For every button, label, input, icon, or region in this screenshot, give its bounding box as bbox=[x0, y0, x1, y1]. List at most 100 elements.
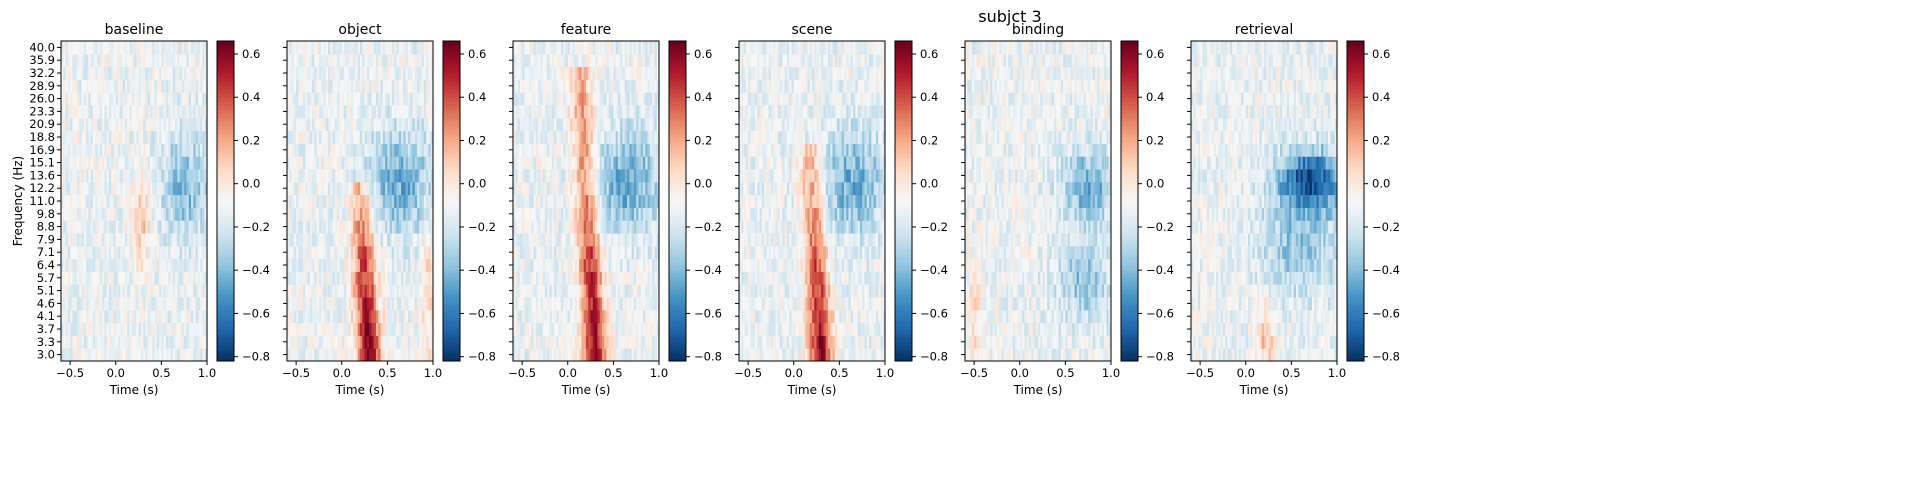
heatmap-cell bbox=[620, 143, 623, 157]
heatmap-cell bbox=[620, 169, 623, 183]
heatmap-cell bbox=[624, 297, 628, 311]
heatmap-cell bbox=[542, 117, 546, 132]
heatmap-cell bbox=[120, 245, 124, 260]
heatmap-cell bbox=[330, 130, 334, 144]
heatmap-cell bbox=[579, 322, 582, 336]
heatmap-cell bbox=[608, 130, 612, 144]
heatmap-cell bbox=[622, 169, 626, 183]
heatmap-cell bbox=[168, 66, 171, 80]
heatmap-cell bbox=[118, 66, 121, 80]
heatmap-cell bbox=[81, 297, 85, 311]
heatmap-cell bbox=[538, 92, 541, 106]
colorbar-segment bbox=[443, 249, 460, 254]
heatmap-cell bbox=[643, 348, 646, 362]
heatmap-cell bbox=[574, 335, 578, 349]
heatmap-cell bbox=[581, 348, 585, 362]
heatmap-cell bbox=[76, 194, 80, 208]
heatmap-cell bbox=[97, 194, 101, 208]
heatmap-cell bbox=[334, 207, 338, 221]
heatmap-cell bbox=[293, 53, 297, 68]
heatmap-cell bbox=[542, 322, 546, 336]
heatmap-cell bbox=[312, 169, 315, 183]
heatmap-cell bbox=[565, 156, 569, 170]
heatmap-cell bbox=[138, 143, 142, 157]
heatmap-cell bbox=[316, 181, 320, 196]
heatmap-cell bbox=[154, 105, 158, 119]
heatmap-cell bbox=[549, 233, 553, 247]
heatmap-cell bbox=[323, 297, 327, 311]
heatmap-cell bbox=[179, 66, 183, 80]
heatmap-cell bbox=[583, 258, 587, 272]
heatmap-cell bbox=[549, 322, 553, 336]
heatmap-cell bbox=[398, 79, 402, 93]
heatmap-cell bbox=[606, 245, 610, 260]
heatmap-cell bbox=[161, 348, 165, 362]
heatmap-cell bbox=[654, 309, 658, 324]
heatmap-cell bbox=[430, 117, 434, 132]
heatmap-cell bbox=[129, 181, 133, 196]
heatmap-cell bbox=[318, 335, 322, 349]
heatmap-cell bbox=[403, 143, 407, 157]
heatmap-cell bbox=[417, 117, 420, 132]
heatmap-cell bbox=[97, 258, 101, 272]
heatmap-cell bbox=[649, 181, 653, 196]
heatmap-cell bbox=[366, 309, 370, 324]
heatmap-cell bbox=[113, 233, 117, 247]
colorbar-segment bbox=[217, 285, 234, 290]
heatmap-cell bbox=[159, 271, 162, 285]
heatmap-cell bbox=[382, 41, 386, 55]
heatmap-cell bbox=[149, 309, 153, 324]
heatmap-cells bbox=[513, 41, 660, 362]
heatmap-cell bbox=[426, 284, 429, 298]
heatmap-cell bbox=[654, 245, 658, 260]
heatmap-cell bbox=[179, 271, 183, 285]
heatmap-cell bbox=[417, 220, 420, 234]
heatmap-cell bbox=[161, 156, 165, 170]
heatmap-cell bbox=[430, 130, 434, 144]
heatmap-cell bbox=[583, 169, 587, 183]
heatmap-cell bbox=[380, 297, 384, 311]
heatmap-cell bbox=[188, 297, 192, 311]
heatmap-cell bbox=[309, 207, 313, 221]
heatmap-cell bbox=[168, 271, 171, 285]
heatmap-cell bbox=[410, 309, 413, 324]
heatmap-cell bbox=[423, 322, 427, 336]
heatmap-cell bbox=[410, 258, 413, 272]
colorbar-segment bbox=[217, 325, 234, 330]
heatmap-cell bbox=[362, 348, 366, 362]
heatmap-cell bbox=[163, 156, 167, 170]
heatmap-cell bbox=[599, 348, 603, 362]
heatmap-cell bbox=[289, 79, 293, 93]
heatmap-cell bbox=[134, 143, 137, 157]
heatmap-cell bbox=[341, 79, 345, 93]
heatmap-cell bbox=[597, 79, 601, 93]
heatmap-cell bbox=[202, 322, 206, 336]
heatmap-cell bbox=[202, 130, 206, 144]
colorbar-tick-label: −0.2 bbox=[468, 220, 496, 234]
heatmap-cell bbox=[341, 348, 345, 362]
y-tick-label: 7.9 bbox=[37, 232, 55, 246]
heatmap-cell bbox=[159, 245, 162, 260]
heatmap-cell bbox=[90, 309, 94, 324]
heatmap-cell bbox=[604, 92, 608, 106]
heatmap-cell bbox=[396, 207, 400, 221]
heatmap-cell bbox=[414, 143, 418, 157]
heatmap-cell bbox=[574, 309, 578, 324]
heatmap-cell bbox=[95, 117, 98, 132]
heatmap-cell bbox=[321, 92, 324, 106]
heatmap-cell bbox=[579, 309, 582, 324]
heatmap-cell bbox=[193, 117, 197, 132]
heatmap-cell bbox=[613, 258, 617, 272]
heatmap-cell bbox=[348, 194, 352, 208]
heatmap-cell bbox=[154, 220, 158, 234]
heatmap-cell bbox=[344, 169, 347, 183]
heatmap-cell bbox=[61, 348, 64, 362]
heatmap-cell bbox=[601, 143, 605, 157]
heatmap-cell bbox=[389, 143, 393, 157]
heatmap-cell bbox=[305, 220, 309, 234]
heatmap-cell bbox=[405, 53, 409, 68]
heatmap-cell bbox=[193, 335, 197, 349]
heatmap-cell bbox=[574, 284, 578, 298]
heatmap-cell bbox=[140, 53, 144, 68]
heatmap-cell bbox=[147, 130, 151, 144]
